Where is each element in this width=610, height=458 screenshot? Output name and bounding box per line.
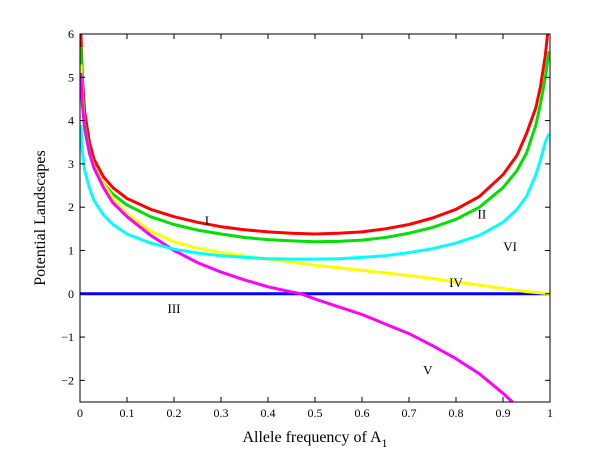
x-tick-label: 0.3 <box>214 406 229 420</box>
x-axis-title: Allele frequency of A1 <box>242 429 387 450</box>
y-tick-label: 6 <box>68 27 74 41</box>
axis-ticks: 0 0.1 0.2 0.3 0.4 0.5 0.6 0.7 0.8 0.9 1 −2 −1 0 1 2 3 4 5 6 <box>61 27 553 420</box>
x-tick-label: 0.6 <box>355 406 370 420</box>
curves <box>80 34 550 402</box>
series-label-VI: VI <box>503 239 517 254</box>
y-tick-label: 2 <box>68 200 74 214</box>
x-tick-label: 0.1 <box>120 406 135 420</box>
series-label-II: II <box>478 207 487 222</box>
x-tick-label: 0.4 <box>261 406 276 420</box>
series-label-IV: IV <box>449 275 463 290</box>
y-tick-label: −2 <box>61 373 74 387</box>
series-label-I: I <box>205 213 209 228</box>
series-line-VI <box>80 124 550 261</box>
y-tick-label: 5 <box>68 70 74 84</box>
x-tick-label: 1 <box>547 406 553 420</box>
y-tick-label: 1 <box>68 243 74 257</box>
series-line-I <box>80 34 550 236</box>
y-tick-label: −1 <box>61 330 74 344</box>
x-tick-label: 0.9 <box>496 406 511 420</box>
x-tick-label: 0.5 <box>308 406 323 420</box>
y-tick-label: 3 <box>68 157 74 171</box>
series-label-V: V <box>423 363 433 378</box>
y-tick-label: 4 <box>68 114 74 128</box>
x-tick-label: 0.7 <box>402 406 417 420</box>
series-line-V <box>80 72 514 402</box>
x-tick-label: 0.8 <box>449 406 464 420</box>
y-tick-label: 0 <box>68 287 74 301</box>
x-tick-label: 0 <box>77 406 83 420</box>
series-label-III: III <box>168 301 181 316</box>
x-tick-label: 0.2 <box>167 406 182 420</box>
y-axis-title: Potential Landscapes <box>32 150 49 286</box>
